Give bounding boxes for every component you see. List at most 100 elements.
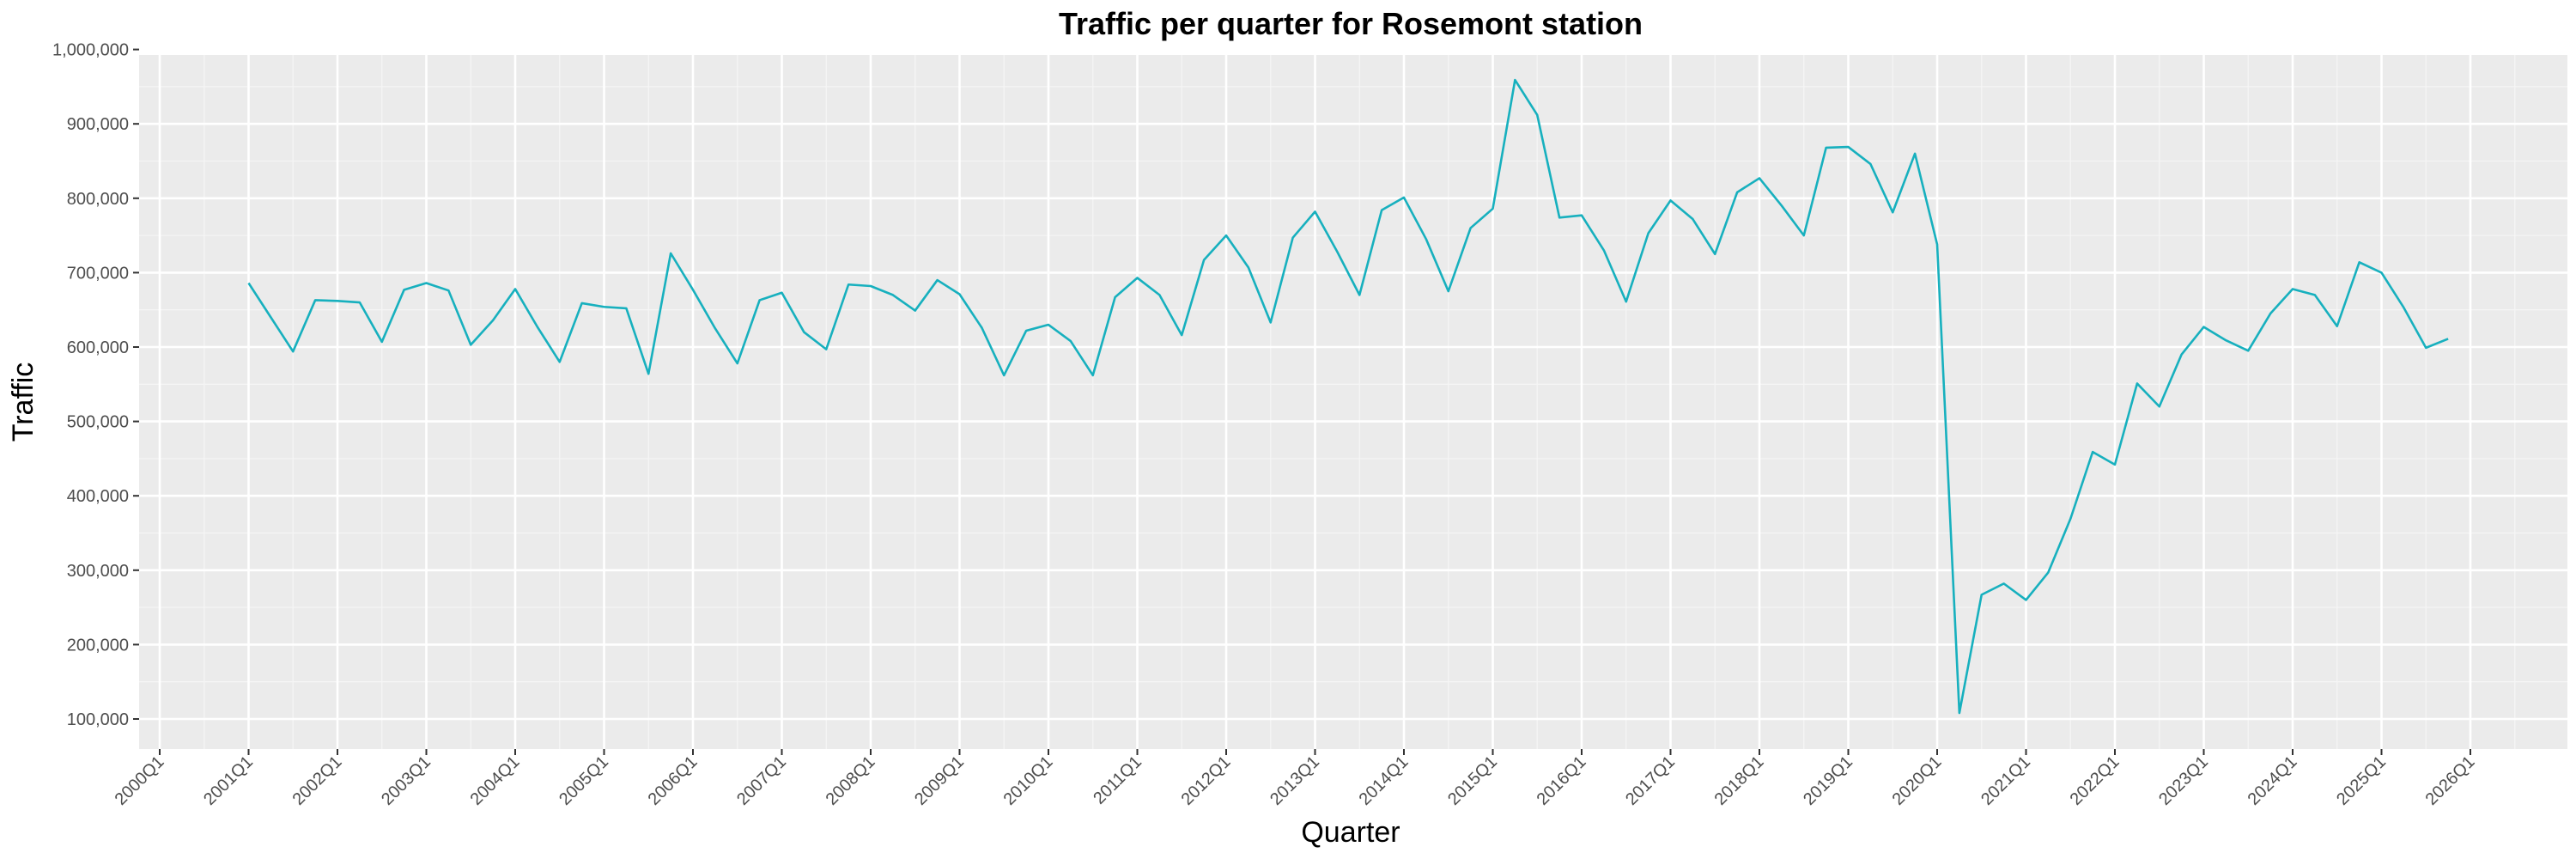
data-point <box>2423 345 2428 350</box>
data-point <box>1068 338 1073 344</box>
data-point <box>1846 144 1851 149</box>
data-point <box>380 339 385 344</box>
data-point <box>424 281 429 286</box>
data-point <box>2090 449 2095 454</box>
data-point <box>602 304 607 309</box>
data-point <box>313 297 318 302</box>
x-axis-title: Quarter <box>1301 816 1400 849</box>
x-tick-label: 2010Q1 <box>1000 752 1057 809</box>
x-tick-label: 2017Q1 <box>1622 752 1679 809</box>
data-point <box>1091 373 1096 378</box>
chart-title: Traffic per quarter for Rosemont station <box>1059 6 1643 41</box>
data-point <box>1712 252 1717 257</box>
plot-panel <box>139 55 2567 749</box>
data-point <box>757 297 762 302</box>
data-point <box>823 347 829 352</box>
x-tick-label: 2009Q1 <box>911 752 968 809</box>
x-tick-label: 2007Q1 <box>733 752 790 809</box>
data-point <box>1268 320 1273 325</box>
y-axis-title: Traffic <box>7 362 39 442</box>
x-tick-label: 2015Q1 <box>1444 752 1501 809</box>
data-point <box>2223 338 2228 343</box>
x-tick-label: 2024Q1 <box>2245 752 2301 809</box>
data-point <box>1179 332 1184 338</box>
y-tick-label: 900,000 <box>67 115 129 134</box>
data-point <box>780 290 785 295</box>
series-line <box>247 78 2449 715</box>
data-point <box>1979 592 1984 597</box>
data-point <box>2245 348 2251 353</box>
data-point <box>1624 299 1629 304</box>
data-point <box>2202 325 2207 330</box>
data-point <box>1446 289 1451 294</box>
x-tick-label: 2023Q1 <box>2155 752 2212 809</box>
data-point <box>1912 151 1917 156</box>
data-point <box>668 251 673 256</box>
y-axis-ticks: 100,000 200,000 300,000 400,000 500,000 600,0… <box>52 41 139 729</box>
data-point <box>1668 198 1674 203</box>
data-point <box>690 287 696 292</box>
data-point <box>1334 249 1340 254</box>
data-point <box>2312 292 2318 297</box>
data-point <box>735 361 740 366</box>
data-point <box>890 292 896 297</box>
y-tick-label: 600,000 <box>67 338 129 357</box>
data-point <box>2335 324 2340 329</box>
data-point <box>1491 206 1496 211</box>
data-point <box>2002 581 2007 586</box>
data-point <box>868 283 873 289</box>
y-tick-label: 100,000 <box>67 710 129 729</box>
x-tick-label: 2005Q1 <box>556 752 612 809</box>
x-tick-label: 2006Q1 <box>645 752 702 809</box>
data-point <box>402 287 407 292</box>
data-point <box>1957 710 1962 716</box>
data-point <box>2157 404 2162 409</box>
data-point <box>1201 258 1206 263</box>
data-point <box>846 282 851 287</box>
data-point <box>1935 241 1940 247</box>
y-tick-label: 500,000 <box>67 413 129 432</box>
data-point <box>1046 322 1051 327</box>
data-point <box>2357 259 2362 265</box>
data-point <box>513 286 518 291</box>
data-point <box>1291 235 1296 241</box>
x-tick-label: 2019Q1 <box>1800 752 1856 809</box>
data-point <box>2135 381 2140 386</box>
data-point <box>2112 462 2117 467</box>
data-point <box>1401 195 1406 200</box>
x-axis-ticks: 2000Q1 2001Q1 2002Q1 2003Q1 2004Q1 2005Q1 2006… <box>112 749 2479 809</box>
data-point <box>913 308 918 314</box>
data-point <box>1001 373 1006 378</box>
x-tick-label: 2026Q1 <box>2422 752 2479 809</box>
data-point <box>1379 208 1384 213</box>
data-point <box>1424 236 1429 241</box>
data-point <box>335 298 340 303</box>
data-point <box>2290 286 2295 291</box>
x-tick-label: 2022Q1 <box>2067 752 2123 809</box>
data-point <box>1557 215 1562 220</box>
major-gridlines <box>139 48 2567 749</box>
data-point <box>1690 216 1695 222</box>
x-tick-label: 2014Q1 <box>1356 752 1413 809</box>
x-tick-label: 2020Q1 <box>1889 752 1946 809</box>
data-point <box>1601 247 1607 253</box>
data-point <box>1735 190 1740 195</box>
data-point <box>935 277 940 283</box>
y-tick-label: 700,000 <box>67 264 129 283</box>
data-point <box>713 326 718 331</box>
data-point <box>2045 570 2050 575</box>
data-point <box>1357 292 1362 297</box>
data-point <box>2024 597 2029 602</box>
data-point <box>979 325 984 330</box>
x-tick-label: 2013Q1 <box>1267 752 1323 809</box>
data-point <box>2445 336 2451 341</box>
x-tick-label: 2002Q1 <box>289 752 346 809</box>
data-point <box>1579 213 1584 218</box>
data-point <box>1534 113 1540 118</box>
data-point <box>2268 311 2273 316</box>
x-tick-label: 2018Q1 <box>1711 752 1768 809</box>
data-point <box>1646 231 1651 236</box>
x-tick-label: 2016Q1 <box>1534 752 1590 809</box>
data-point <box>2401 305 2406 310</box>
data-point <box>1135 275 1140 280</box>
